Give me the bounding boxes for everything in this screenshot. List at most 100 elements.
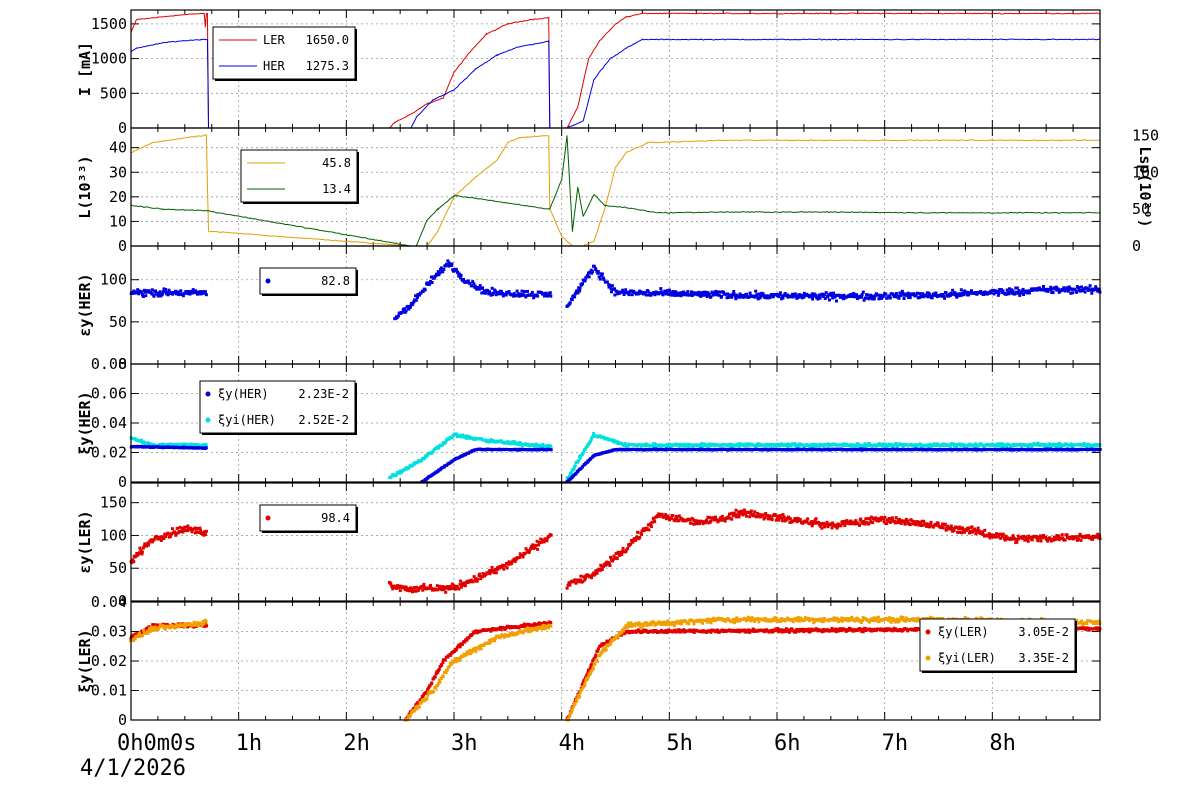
data-point (793, 292, 797, 296)
legend-box (240, 149, 358, 203)
y-tick-label: 20 (109, 188, 127, 206)
data-point (860, 292, 864, 296)
data-point (1055, 534, 1059, 537)
legend-value: 98.4 (321, 511, 350, 525)
data-point (490, 286, 494, 290)
data-point (520, 289, 524, 293)
data-point (389, 582, 393, 586)
y-tick-label: 0 (118, 473, 127, 491)
data-point (431, 450, 435, 453)
data-point (1027, 534, 1031, 538)
data-point (400, 311, 404, 314)
data-point (771, 295, 775, 299)
data-point (995, 532, 998, 536)
data-point (921, 292, 925, 296)
data-point (1027, 289, 1030, 293)
data-point (778, 291, 782, 295)
data-point (1046, 539, 1050, 543)
data-point (1005, 445, 1009, 449)
data-point (768, 514, 772, 518)
data-point (183, 525, 187, 529)
data-point (731, 514, 735, 518)
y-tick-label: 0.06 (91, 385, 127, 403)
data-point (193, 289, 197, 293)
data-point (756, 297, 760, 301)
data-point (193, 526, 197, 530)
data-point (1069, 291, 1073, 295)
data-point (714, 515, 717, 519)
data-point (140, 550, 144, 554)
data-point (650, 444, 654, 448)
data-point (958, 525, 962, 529)
data-point (765, 294, 769, 298)
data-point (423, 288, 427, 292)
y-axis-label: L(10³³) (76, 155, 94, 218)
data-point (590, 271, 594, 275)
data-point (152, 294, 156, 298)
data-point (652, 444, 656, 448)
data-point (169, 534, 173, 538)
data-point (150, 292, 154, 296)
data-point (613, 287, 616, 291)
data-point (457, 643, 461, 647)
data-point (872, 297, 876, 301)
legend-value: 82.8 (321, 274, 350, 288)
data-point (734, 508, 738, 512)
data-point (583, 448, 587, 452)
data-point (1077, 534, 1081, 538)
data-point (976, 529, 980, 533)
data-point (812, 292, 816, 296)
data-point (593, 572, 597, 576)
data-point (862, 520, 866, 524)
data-point (573, 464, 577, 468)
data-point (146, 543, 150, 547)
data-point (627, 293, 631, 297)
data-point (539, 537, 543, 541)
data-point (441, 585, 445, 589)
y-axis-label: ξy(LER) (76, 629, 94, 692)
data-point (862, 298, 866, 302)
data-point (615, 557, 619, 561)
data-point (412, 300, 416, 304)
data-point (629, 542, 633, 546)
legend-label: LER (263, 33, 285, 47)
data-point (743, 295, 747, 299)
data-point (775, 628, 779, 632)
data-point (761, 513, 765, 517)
data-point (890, 443, 893, 447)
data-point (197, 292, 201, 296)
data-point (741, 294, 745, 297)
data-point (531, 543, 535, 547)
data-point (958, 442, 962, 446)
y-tick-label: 0.03 (91, 623, 127, 641)
data-point (439, 266, 443, 270)
data-point (711, 291, 715, 295)
data-point (433, 276, 436, 280)
data-point (942, 442, 946, 446)
data-point (1085, 444, 1089, 448)
data-point (612, 554, 616, 558)
data-point (412, 586, 416, 590)
data-point (991, 288, 995, 292)
data-point (1091, 537, 1095, 541)
data-point (1097, 287, 1101, 291)
data-point (763, 630, 767, 634)
data-point (835, 526, 839, 530)
data-point (658, 291, 662, 295)
data-point (549, 533, 553, 537)
data-point (787, 515, 791, 519)
data-point (463, 640, 467, 644)
data-point (585, 445, 589, 448)
data-point (780, 519, 784, 523)
data-point (181, 530, 185, 534)
data-point (135, 552, 139, 555)
data-point (828, 298, 831, 302)
data-point (1025, 537, 1029, 540)
data-point (1036, 441, 1040, 445)
data-point (927, 292, 931, 296)
data-point (947, 294, 951, 298)
data-point (407, 465, 411, 469)
data-point (955, 445, 959, 449)
data-point (712, 518, 716, 522)
data-point (486, 289, 490, 293)
